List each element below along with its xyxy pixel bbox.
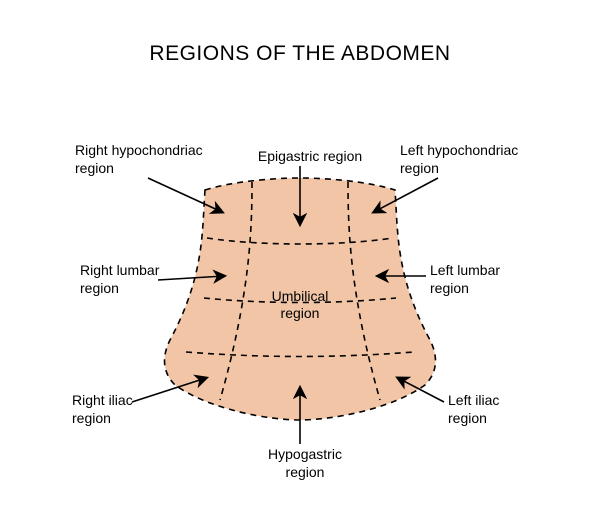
label-left-hypochondriac: Left hypochondriac region xyxy=(400,142,570,177)
label-line: region xyxy=(448,410,487,426)
label-line: Epigastric region xyxy=(258,148,362,164)
label-line: region xyxy=(80,280,119,296)
label-line: Right hypochondriac xyxy=(75,142,203,158)
arrow-left-hypochondriac xyxy=(374,178,438,212)
label-line: region xyxy=(400,160,439,176)
label-line: Right lumbar xyxy=(80,262,159,278)
label-line: Left hypochondriac xyxy=(400,142,518,158)
label-line: Left lumbar xyxy=(430,262,500,278)
label-line: Right iliac xyxy=(72,392,133,408)
label-left-iliac: Left iliac region xyxy=(448,392,558,427)
label-right-hypochondriac: Right hypochondriac region xyxy=(75,142,245,177)
grid-v2 xyxy=(348,182,380,400)
label-umbilical: Umbilical region xyxy=(265,288,335,322)
label-right-lumbar: Right lumbar region xyxy=(80,262,200,297)
diagram-title: REGIONS OF THE ABDOMEN xyxy=(0,42,600,66)
grid-v1 xyxy=(220,182,252,400)
label-line: Hypogastric xyxy=(268,446,342,462)
label-epigastric: Epigastric region xyxy=(240,148,380,166)
label-line: region xyxy=(430,280,469,296)
diagram-svg xyxy=(0,0,600,520)
label-line: region xyxy=(75,160,114,176)
grid-h1 xyxy=(207,238,393,244)
arrow-left-iliac xyxy=(398,378,444,402)
label-line: region xyxy=(72,410,111,426)
label-hypogastric: Hypogastric region xyxy=(250,446,360,481)
label-left-lumbar: Left lumbar region xyxy=(430,262,550,297)
label-right-iliac: Right iliac region xyxy=(72,392,182,427)
diagram-stage: REGIONS OF THE ABDOMEN Right hypochondri… xyxy=(0,0,600,520)
label-line: region xyxy=(286,464,325,480)
label-line: Umbilical xyxy=(272,288,329,304)
label-line: Left iliac xyxy=(448,392,499,408)
label-line: region xyxy=(281,305,320,321)
arrow-right-hypochondriac xyxy=(148,178,222,212)
grid-h3 xyxy=(186,352,414,357)
